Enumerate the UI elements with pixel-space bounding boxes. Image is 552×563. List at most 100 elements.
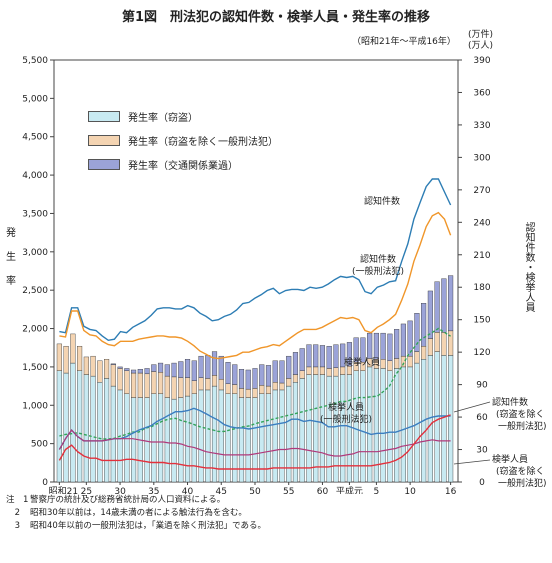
bar-traffic-23 — [211, 351, 218, 376]
bar-general-48 — [380, 359, 386, 369]
bar-traffic-42 — [340, 343, 346, 368]
bar-traffic-54 — [421, 303, 427, 347]
bar-traffic-10 — [124, 368, 130, 371]
bar-theft-2 — [70, 362, 76, 483]
annot-pointer-1 — [453, 401, 491, 413]
bar-theft-51 — [400, 366, 406, 483]
line-green-rate — [59, 327, 451, 440]
legend-label-general: 発生率（窃盗を除く一般刑法犯） — [128, 136, 278, 148]
left-axis-label-char-0: 発 — [6, 228, 16, 239]
bar-traffic-39 — [319, 345, 326, 368]
bar-theft-1 — [63, 372, 69, 483]
y-left-tick-label-2: 1,000 — [22, 401, 48, 411]
bar-theft-38 — [313, 374, 319, 483]
bar-general-23 — [211, 375, 218, 387]
bar-traffic-49 — [387, 333, 393, 361]
annot-recognized-excl-3: 一般刑法犯) — [498, 420, 547, 432]
left-axis-label-char-2: 率 — [6, 276, 16, 287]
bar-theft-20 — [191, 393, 197, 483]
bar-theft-0 — [56, 370, 62, 483]
bar-theft-14 — [151, 393, 157, 483]
bar-traffic-8 — [110, 363, 116, 365]
x-tick-label-3: 35 — [148, 487, 159, 494]
bar-traffic-52 — [407, 320, 413, 357]
bar-traffic-25 — [225, 362, 231, 384]
bar-general-12 — [137, 372, 143, 398]
x-tick-label-2: 30 — [114, 487, 126, 494]
y-right-tick-label-3: 90 — [476, 381, 488, 391]
bar-theft-6 — [97, 382, 103, 483]
annot-recognized-excl-2: (窃盗を除く — [496, 408, 545, 420]
bar-general-4 — [83, 356, 89, 375]
bar-traffic-37 — [306, 344, 312, 368]
bar-theft-21 — [198, 389, 204, 483]
bar-general-52 — [407, 355, 413, 368]
bar-traffic-36 — [299, 348, 305, 371]
bar-general-56 — [434, 332, 440, 352]
bar-traffic-22 — [205, 355, 211, 379]
x-tick-label-1: 25 — [81, 487, 92, 494]
bar-general-55 — [427, 338, 433, 356]
bar-general-3 — [77, 345, 83, 371]
y-left-tick-label-5: 2,500 — [22, 286, 48, 296]
note-1: 注 1 警察庁の統計及び総務省統計局の人口資料による。 — [6, 494, 266, 507]
annot-pointer-2 — [453, 459, 491, 465]
y-right-tick-label-13: 390 — [473, 56, 490, 66]
bar-general-41 — [333, 367, 339, 377]
chart-title: 第1図 刑法犯の認知件数・検挙人員・発生率の推移 — [121, 10, 431, 25]
bar-general-53 — [414, 351, 420, 364]
x-tick-label-7: 55 — [283, 487, 294, 494]
y-right-tick-label-9: 270 — [473, 186, 490, 196]
bar-general-9 — [117, 368, 123, 391]
bar-traffic-50 — [394, 329, 400, 359]
annot-arrested-excl-3: 一般刑法犯) — [498, 477, 547, 489]
bar-traffic-44 — [353, 337, 359, 363]
bar-general-20 — [191, 380, 197, 394]
bar-theft-7 — [104, 378, 110, 483]
y-left-tick-label-6: 3,000 — [22, 248, 48, 258]
bar-traffic-17 — [171, 362, 177, 378]
note-2-num: 2 — [14, 508, 20, 518]
y-right-tick-label-0: 0 — [479, 478, 485, 488]
bar-traffic-48 — [380, 332, 386, 360]
bar-traffic-26 — [232, 364, 238, 385]
x-tick-label-8: 60 — [317, 487, 329, 494]
y-right-tick-label-5: 150 — [473, 316, 490, 326]
x-tick-label-10: 5 — [374, 487, 380, 494]
bar-traffic-45 — [360, 337, 366, 363]
line-arrested-general — [58, 429, 451, 457]
bar-traffic-40 — [326, 345, 332, 369]
y-left-tick-label-3: 1,500 — [22, 363, 48, 373]
right-unit-2: (万人) — [468, 41, 494, 51]
y-right-tick-label-12: 360 — [473, 88, 490, 98]
bar-traffic-32 — [272, 360, 278, 383]
bar-traffic-38 — [313, 344, 319, 368]
bar-traffic-28 — [245, 369, 251, 390]
legend-item-theft: 発生率（窃盗） — [88, 104, 278, 128]
bar-traffic-41 — [333, 344, 339, 368]
bar-theft-48 — [380, 368, 386, 483]
bar-general-40 — [326, 368, 332, 377]
bar-general-19 — [184, 377, 191, 397]
bar-theft-3 — [77, 370, 83, 483]
bar-theft-19 — [184, 395, 191, 483]
bar-general-11 — [131, 372, 137, 398]
bar-general-37 — [306, 366, 312, 375]
x-tick-label-11: 10 — [404, 487, 416, 494]
bar-traffic-46 — [367, 332, 373, 359]
y-right-tick-label-2: 60 — [476, 413, 488, 423]
x-tick-label-4: 40 — [182, 487, 194, 494]
left-axis-label: 発生率 — [6, 222, 16, 294]
bar-general-33 — [279, 382, 285, 391]
bar-general-7 — [104, 359, 110, 379]
x-tick-label-0: 昭和21 — [49, 486, 78, 494]
bar-theft-58 — [448, 355, 454, 483]
annot-recognized-general-1: 認知件数 — [360, 253, 396, 265]
bar-general-39 — [319, 366, 326, 375]
bar-theft-11 — [131, 397, 137, 483]
bar-general-1 — [63, 345, 69, 374]
bar-theft-57 — [441, 355, 447, 483]
bar-general-22 — [205, 378, 211, 391]
bar-traffic-13 — [144, 368, 150, 375]
bar-general-18 — [178, 377, 184, 398]
